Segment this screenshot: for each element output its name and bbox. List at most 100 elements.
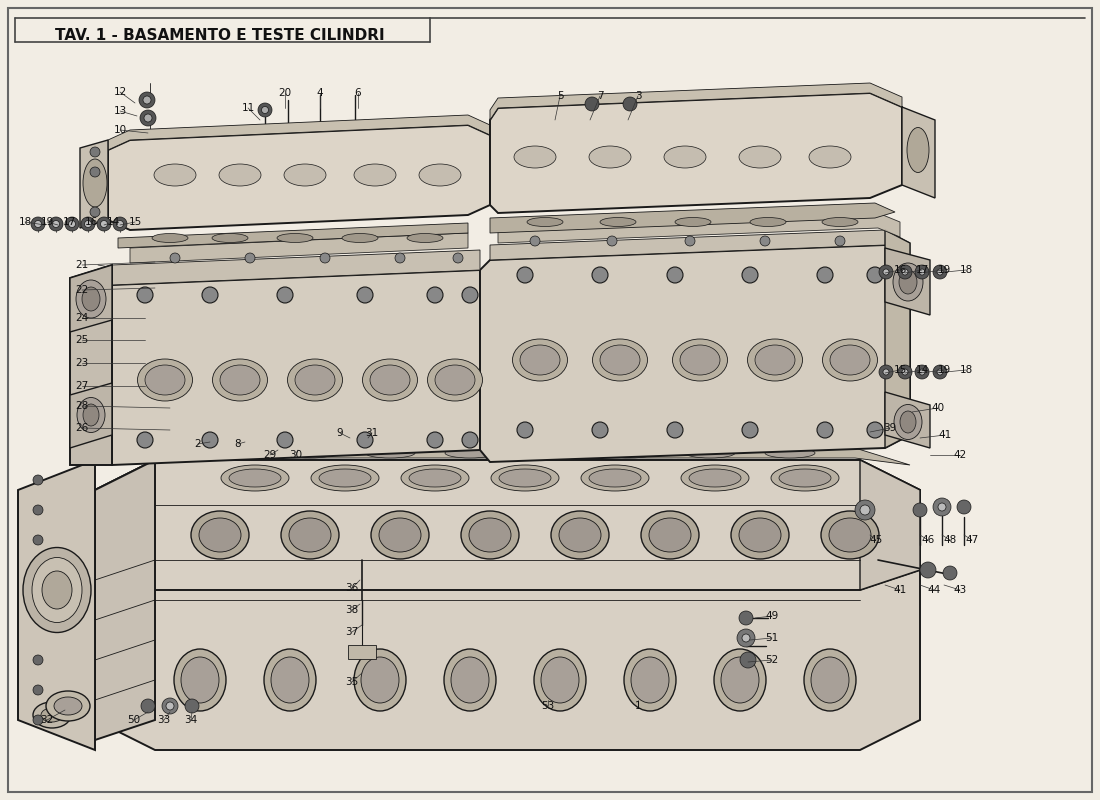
Ellipse shape — [284, 164, 326, 186]
Ellipse shape — [85, 221, 91, 227]
Ellipse shape — [689, 469, 741, 487]
Ellipse shape — [54, 697, 82, 715]
Ellipse shape — [202, 432, 218, 448]
Ellipse shape — [499, 469, 551, 487]
Ellipse shape — [750, 218, 786, 226]
Text: 11: 11 — [241, 103, 254, 113]
Ellipse shape — [491, 465, 559, 491]
Text: TAV. 1 - BASAMENTO E TESTE CILINDRI: TAV. 1 - BASAMENTO E TESTE CILINDRI — [55, 28, 385, 43]
Ellipse shape — [342, 234, 378, 242]
Ellipse shape — [76, 280, 106, 318]
Ellipse shape — [893, 263, 923, 301]
Ellipse shape — [154, 164, 196, 186]
Ellipse shape — [427, 432, 443, 448]
Text: 19: 19 — [937, 365, 950, 375]
Ellipse shape — [427, 287, 443, 303]
Text: 47: 47 — [966, 535, 979, 545]
Text: 22: 22 — [76, 285, 89, 295]
Ellipse shape — [220, 365, 260, 395]
Text: 37: 37 — [345, 627, 359, 637]
Ellipse shape — [354, 649, 406, 711]
Ellipse shape — [202, 287, 218, 303]
Ellipse shape — [739, 146, 781, 168]
Ellipse shape — [212, 359, 267, 401]
Polygon shape — [886, 230, 910, 448]
Polygon shape — [95, 460, 155, 740]
Text: 38: 38 — [345, 605, 359, 615]
Text: 5: 5 — [557, 91, 563, 101]
Ellipse shape — [419, 164, 461, 186]
Ellipse shape — [680, 345, 720, 375]
Ellipse shape — [855, 500, 875, 520]
Polygon shape — [490, 93, 902, 213]
Ellipse shape — [920, 562, 936, 578]
Ellipse shape — [277, 234, 313, 242]
Ellipse shape — [685, 236, 695, 246]
Text: 34: 34 — [185, 715, 198, 725]
Ellipse shape — [915, 365, 930, 379]
Polygon shape — [130, 233, 468, 263]
Text: 16: 16 — [893, 265, 906, 275]
Ellipse shape — [672, 339, 727, 381]
Ellipse shape — [264, 649, 316, 711]
Ellipse shape — [514, 146, 556, 168]
Text: 8: 8 — [234, 439, 241, 449]
Ellipse shape — [144, 114, 152, 122]
Ellipse shape — [363, 359, 418, 401]
Text: 25: 25 — [76, 335, 89, 345]
Ellipse shape — [319, 469, 371, 487]
Text: 17: 17 — [63, 217, 76, 227]
Ellipse shape — [823, 339, 878, 381]
Polygon shape — [902, 107, 935, 198]
Ellipse shape — [867, 267, 883, 283]
Text: 3: 3 — [635, 91, 641, 101]
Ellipse shape — [379, 518, 421, 552]
Ellipse shape — [899, 270, 917, 294]
Polygon shape — [886, 392, 929, 448]
Ellipse shape — [258, 103, 272, 117]
Ellipse shape — [913, 503, 927, 517]
Polygon shape — [104, 448, 910, 465]
Ellipse shape — [82, 287, 100, 311]
Ellipse shape — [140, 110, 156, 126]
Text: 10: 10 — [113, 125, 127, 135]
Text: 6: 6 — [354, 88, 361, 98]
Text: 29: 29 — [263, 450, 276, 460]
Ellipse shape — [166, 702, 174, 710]
Ellipse shape — [737, 629, 755, 647]
Ellipse shape — [527, 218, 563, 226]
Ellipse shape — [90, 167, 100, 177]
Ellipse shape — [428, 359, 483, 401]
Ellipse shape — [541, 657, 579, 703]
Text: 41: 41 — [893, 585, 906, 595]
Ellipse shape — [829, 518, 871, 552]
Text: 23: 23 — [76, 358, 89, 368]
Polygon shape — [490, 83, 902, 120]
Text: 46: 46 — [922, 535, 935, 545]
Ellipse shape — [835, 236, 845, 246]
Ellipse shape — [461, 511, 519, 559]
Ellipse shape — [821, 511, 879, 559]
Ellipse shape — [933, 365, 947, 379]
Text: 35: 35 — [345, 677, 359, 687]
Ellipse shape — [933, 498, 952, 516]
Ellipse shape — [370, 365, 410, 395]
Ellipse shape — [830, 345, 870, 375]
Ellipse shape — [100, 221, 108, 227]
Ellipse shape — [525, 448, 575, 458]
Ellipse shape — [933, 265, 947, 279]
Polygon shape — [108, 125, 490, 230]
Polygon shape — [70, 383, 112, 448]
Text: 17: 17 — [915, 265, 928, 275]
Text: 24: 24 — [76, 313, 89, 323]
Polygon shape — [480, 245, 910, 462]
Text: Ferrari 246 GT: Ferrari 246 GT — [287, 454, 713, 506]
Text: 40: 40 — [932, 403, 945, 413]
Ellipse shape — [277, 432, 293, 448]
Ellipse shape — [739, 518, 781, 552]
Ellipse shape — [311, 465, 379, 491]
Ellipse shape — [667, 267, 683, 283]
Text: 33: 33 — [157, 715, 170, 725]
Ellipse shape — [581, 465, 649, 491]
Text: 50: 50 — [128, 715, 141, 725]
